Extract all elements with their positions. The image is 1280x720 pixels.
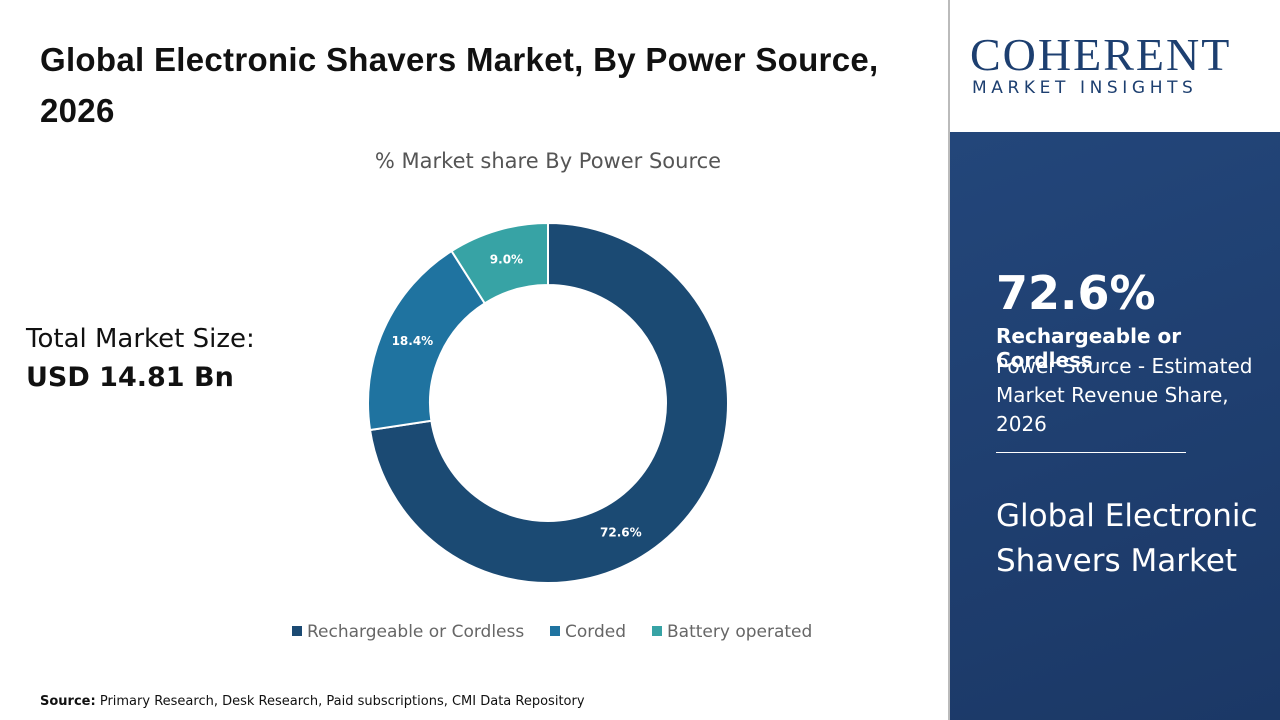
legend-swatch [550, 626, 560, 636]
source: Source: Primary Research, Desk Research,… [40, 694, 585, 709]
description: Power Source - Estimated Market Revenue … [996, 354, 1253, 436]
market-size-value: USD 14.81 Bn [26, 362, 234, 393]
legend-swatch [652, 626, 662, 636]
sidebar: 72.6% Rechargeable or Cordless Power Sou… [950, 132, 1280, 720]
value-label: 9.0% [490, 252, 523, 266]
logo-tagline: MARKET INSIGHTS [972, 78, 1198, 98]
value-label: 18.4% [392, 334, 434, 348]
divider [948, 0, 950, 720]
chart: % Market share By Power Source 72.6% 18.4… [292, 149, 812, 642]
logo-name: COHERENT [970, 29, 1232, 80]
slice [368, 221, 729, 584]
rule [996, 452, 1186, 453]
page-title: Global Electronic Shavers Market, By Pow… [40, 41, 879, 129]
market-name: Global Electronic Shavers Market [996, 498, 1258, 579]
slice [450, 221, 549, 305]
highlight: 72.6% [996, 266, 1156, 320]
market-size-label: Total Market Size: [26, 324, 255, 354]
source-label: Source: [40, 694, 96, 709]
segment: Rechargeable or Cordless [996, 324, 1182, 372]
value-label: 72.6% [600, 525, 642, 539]
legend-swatch [292, 626, 302, 636]
legend-label: Corded [565, 622, 626, 642]
legend-label: Battery operated [667, 622, 812, 642]
chart-title: % Market share By Power Source [375, 149, 721, 173]
legend-label: Rechargeable or Cordless [307, 622, 524, 642]
source-text: Primary Research, Desk Research, Paid su… [99, 694, 585, 709]
logo: COHERENT MARKET INSIGHTS [950, 0, 1280, 132]
